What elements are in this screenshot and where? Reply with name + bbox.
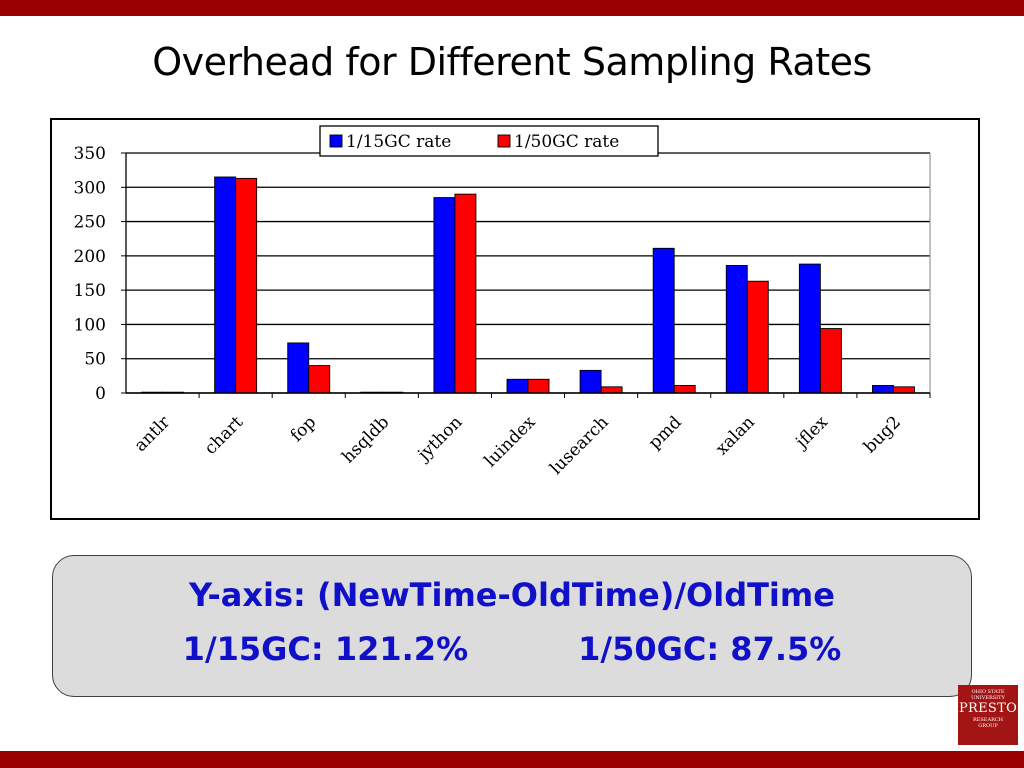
note-summary-line: 1/15GC: 121.2% 1/50GC: 87.5% [53,630,971,668]
x-tick-label: bug2 [860,412,905,457]
bar-15gc-pmd [652,247,675,394]
logo-text-main: PRESTO [958,701,1018,716]
y-tick-label: 150 [74,281,106,301]
bar-15gc-chart [214,176,237,394]
y-tick-label: 200 [74,247,106,267]
logo-text-line3: RESEARCH [972,717,1004,723]
x-tick-label: lusearch [546,412,612,478]
bar-15gc-jflex [798,263,821,394]
bar-chart: 0 50 100 150 200 250 300 350 antlr chart fop hsqldb… [74,125,931,479]
y-tick-label: 50 [84,350,106,370]
note-50gc-summary: 1/50GC: 87.5% [578,630,842,668]
note-15gc-summary: 1/15GC: 121.2% [182,630,469,668]
logo-text-line1: OHIO STATE [971,689,1005,695]
bar-15gc-jython [433,197,456,394]
bar-50gc-pmd [673,385,696,394]
y-tick-label: 100 [74,315,106,335]
y-tick-label: 300 [74,178,106,198]
x-tick-label: fop [287,412,321,446]
bar-15gc-fop [287,342,310,394]
note-yaxis-definition: Y-axis: (NewTime-OldTime)/OldTime [189,576,835,614]
bar-50gc-fop [308,365,331,394]
x-tick-label: xalan [712,412,759,459]
bar-15gc-bug2 [872,385,894,394]
chart-legend [319,125,659,157]
legend-label-15gc: 1/15GC rate [346,132,451,152]
bar-50gc-xalan [746,280,769,394]
x-tick-label: antlr [131,412,175,456]
legend-swatch-15gc [329,134,343,148]
top-accent-bar [0,0,1024,16]
bar-50gc-bug2 [893,386,915,394]
x-tick-label: luindex [481,412,540,471]
presto-logo: OHIO STATE UNIVERSITY PRESTO RESEARCH GR… [958,685,1018,745]
x-tick-label: hsqldb [338,412,393,467]
bar-15gc-xalan [725,265,748,394]
legend-swatch-50gc [497,134,511,148]
bar-15gc-lusearch [579,369,602,394]
x-tick-label: jython [413,412,467,466]
logo-text-line4: GROUP [978,723,998,729]
bar-50gc-chart [235,177,258,394]
bar-50gc-luindex [527,378,550,394]
bar-15gc-luindex [506,378,529,394]
logo-text-line2: UNIVERSITY [971,695,1005,701]
y-tick-label: 250 [74,213,106,233]
x-tick-label: jflex [791,412,832,453]
bar-50gc-jflex [819,328,842,394]
bottom-accent-bar [0,751,1024,768]
x-tick-label: pmd [645,412,686,453]
slide-title: Overhead for Different Sampling Rates [152,40,872,84]
bar-50gc-lusearch [600,386,623,394]
legend-label-50gc: 1/50GC rate [514,132,619,152]
chart-frame: 0 50 100 150 200 250 300 350 antlr chart fop hsqldb… [50,118,980,520]
y-tick-label: 350 [74,144,106,164]
x-tick-label: chart [201,412,247,458]
bar-50gc-jython [454,193,477,394]
y-tick-label: 0 [95,384,106,404]
note-box: Y-axis: (NewTime-OldTime)/OldTime 1/15GC… [52,555,972,697]
